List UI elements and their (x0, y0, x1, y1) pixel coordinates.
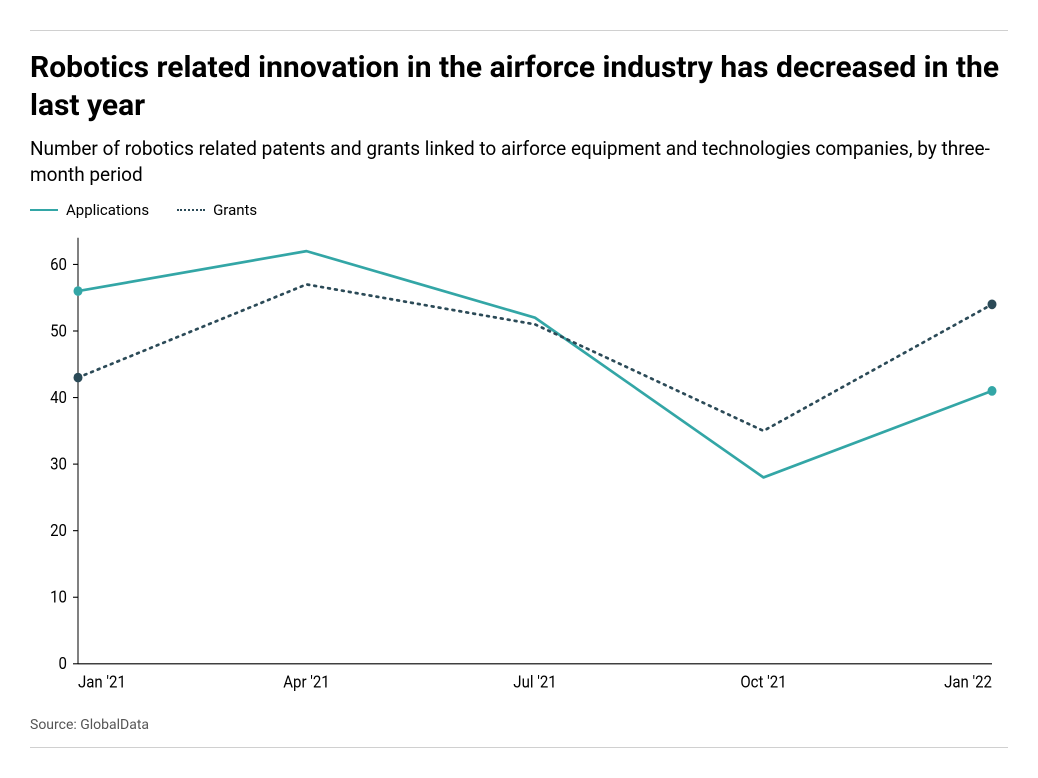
legend-swatch-grants (177, 209, 205, 211)
svg-text:Oct '21: Oct '21 (740, 673, 786, 692)
top-divider (30, 30, 1008, 31)
svg-text:10: 10 (50, 588, 67, 607)
svg-text:Jan '22: Jan '22 (944, 673, 992, 692)
source-text: Source: GlobalData (30, 717, 1008, 733)
chart-subtitle: Number of robotics related patents and g… (30, 136, 1008, 187)
svg-text:0: 0 (59, 655, 67, 674)
legend: Applications Grants (30, 201, 1008, 219)
bottom-divider (30, 747, 1008, 748)
svg-text:Apr '21: Apr '21 (283, 673, 329, 692)
legend-label-grants: Grants (213, 201, 257, 219)
chart-plot-area: 0 10 20 30 40 50 60 Jan '21 Apr '21 Jul '21 Oct '2… (30, 227, 1008, 703)
legend-item-grants: Grants (177, 201, 257, 219)
chart-container: Robotics related innovation in the airfo… (30, 30, 1008, 748)
chart-svg: 0 10 20 30 40 50 60 Jan '21 Apr '21 Jul '21 Oct '2… (30, 227, 1008, 703)
svg-text:30: 30 (50, 455, 67, 474)
legend-item-applications: Applications (30, 201, 149, 219)
svg-text:Jul '21: Jul '21 (513, 673, 556, 692)
legend-swatch-applications (30, 209, 58, 211)
svg-text:50: 50 (50, 322, 67, 341)
chart-title: Robotics related innovation in the airfo… (30, 49, 1008, 124)
svg-text:60: 60 (50, 256, 67, 275)
svg-text:40: 40 (50, 389, 67, 408)
svg-text:Jan '21: Jan '21 (78, 673, 126, 692)
svg-text:20: 20 (50, 522, 67, 541)
legend-label-applications: Applications (66, 201, 149, 219)
